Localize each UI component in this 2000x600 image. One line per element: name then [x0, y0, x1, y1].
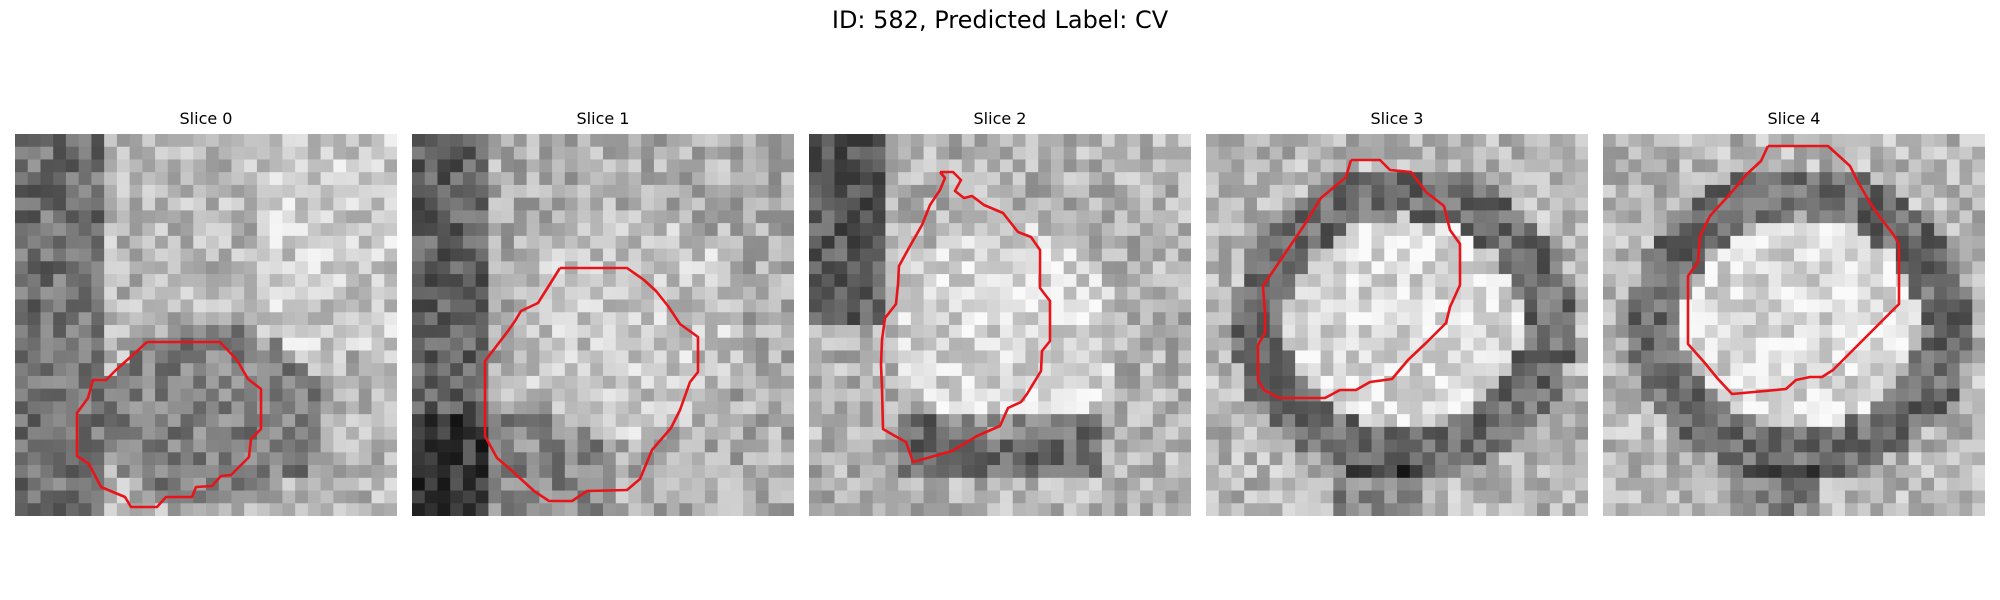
slice-title-3: Slice 3 [1370, 109, 1424, 128]
segmentation-outline [1256, 158, 1462, 400]
slice-image-0 [15, 134, 397, 516]
slice-title-4: Slice 4 [1767, 109, 1821, 128]
segmentation-outline [483, 266, 700, 503]
slice-panel-1: Slice 1 [412, 108, 794, 516]
slice-image-3 [1206, 134, 1588, 516]
slice-panel-4: Slice 4 [1603, 108, 1985, 516]
figure-title: ID: 582, Predicted Label: CV [831, 6, 1169, 34]
slice-panel-0: Slice 0 [15, 108, 397, 516]
segmentation-outline [1686, 144, 1901, 396]
segmentation-outline [75, 340, 263, 509]
slice-panel-2: Slice 2 [809, 108, 1191, 516]
slice-title-2: Slice 2 [973, 109, 1027, 128]
slice-image-4 [1603, 134, 1985, 516]
slice-title-0: Slice 0 [179, 109, 233, 128]
segmentation-outline [879, 170, 1052, 464]
slice-title-1: Slice 1 [576, 109, 630, 128]
slice-image-1 [412, 134, 794, 516]
slice-panel-3: Slice 3 [1206, 108, 1588, 516]
slice-image-2 [809, 134, 1191, 516]
